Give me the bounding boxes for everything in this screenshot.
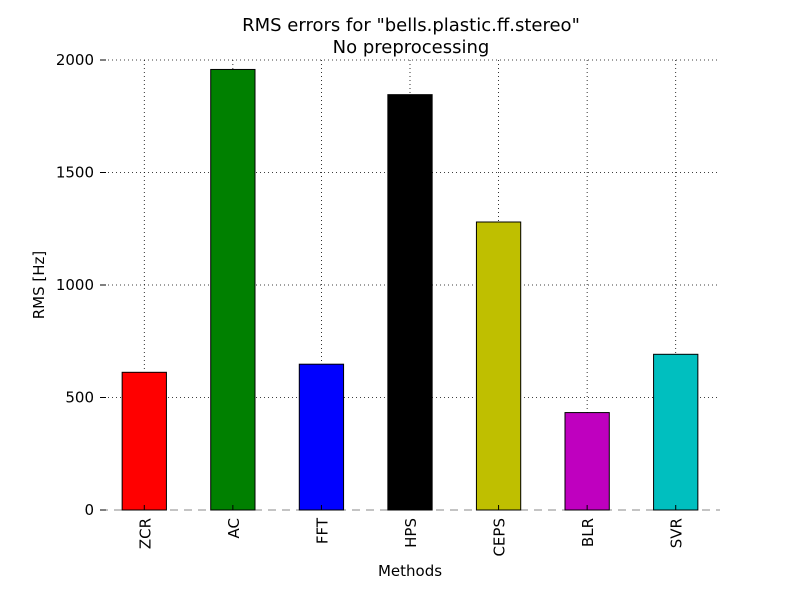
- x-tick-label: HPS: [402, 518, 420, 548]
- y-tick-label: 1000: [56, 276, 94, 294]
- bar-fft: [298, 363, 345, 511]
- y-tick-label: 500: [65, 389, 94, 407]
- x-axis-label: Methods: [378, 562, 442, 580]
- x-tick-label: SVR: [668, 518, 686, 548]
- bar-blr: [564, 412, 610, 511]
- y-axis-label: RMS [Hz]: [30, 251, 48, 320]
- bar-svr: [653, 353, 699, 511]
- y-axis-ticks: 0 500 1000 1500 2000: [56, 51, 106, 519]
- chart-title: RMS errors for "bells.plastic.ff.stereo": [242, 15, 580, 36]
- x-axis-ticks: ZCR AC FFT HPS CEPS BLR SVR: [136, 505, 686, 557]
- x-tick-label: BLR: [579, 518, 597, 547]
- y-tick-label: 1500: [56, 164, 94, 182]
- bar-hps: [387, 94, 433, 511]
- x-tick-label: ZCR: [136, 518, 154, 549]
- bar-ac: [210, 68, 256, 511]
- y-tick-label: 0: [84, 501, 94, 519]
- x-tick-label: FFT: [313, 517, 331, 544]
- bar-zcr: [121, 371, 167, 511]
- x-tick-label: CEPS: [491, 518, 509, 557]
- x-tick-label: AC: [225, 518, 243, 538]
- bars: [121, 68, 699, 511]
- chart-subtitle: No preprocessing: [333, 37, 490, 58]
- y-tick-label: 2000: [56, 51, 94, 69]
- bar-ceps: [475, 221, 522, 511]
